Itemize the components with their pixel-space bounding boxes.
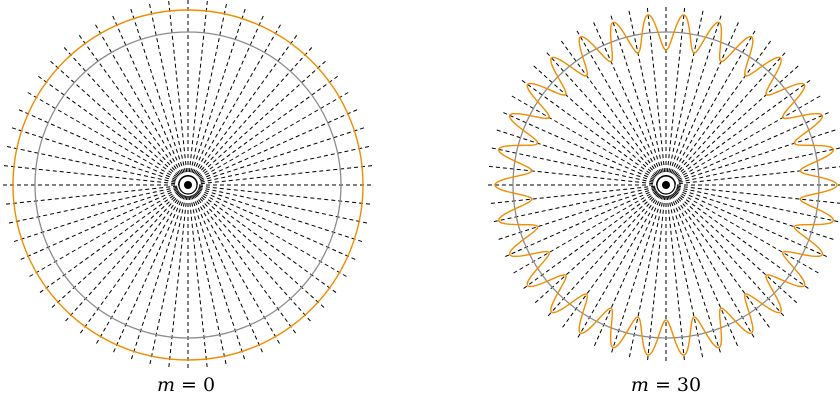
caption-left: m = 0 bbox=[126, 374, 246, 396]
deformed-curve bbox=[494, 14, 838, 356]
center-dot bbox=[184, 181, 192, 189]
panel-m-0 bbox=[3, 0, 373, 370]
caption-right-value: = 30 bbox=[648, 374, 702, 396]
deformed-curve bbox=[12, 9, 364, 361]
center-dot bbox=[662, 181, 670, 189]
reference-circle bbox=[512, 31, 820, 339]
panel-m-30 bbox=[488, 7, 840, 363]
reference-circle bbox=[34, 31, 342, 339]
caption-right-variable: m bbox=[630, 374, 649, 396]
caption-left-value: = 0 bbox=[174, 374, 216, 396]
caption-right: m = 30 bbox=[606, 374, 726, 396]
caption-left-variable: m bbox=[156, 374, 175, 396]
